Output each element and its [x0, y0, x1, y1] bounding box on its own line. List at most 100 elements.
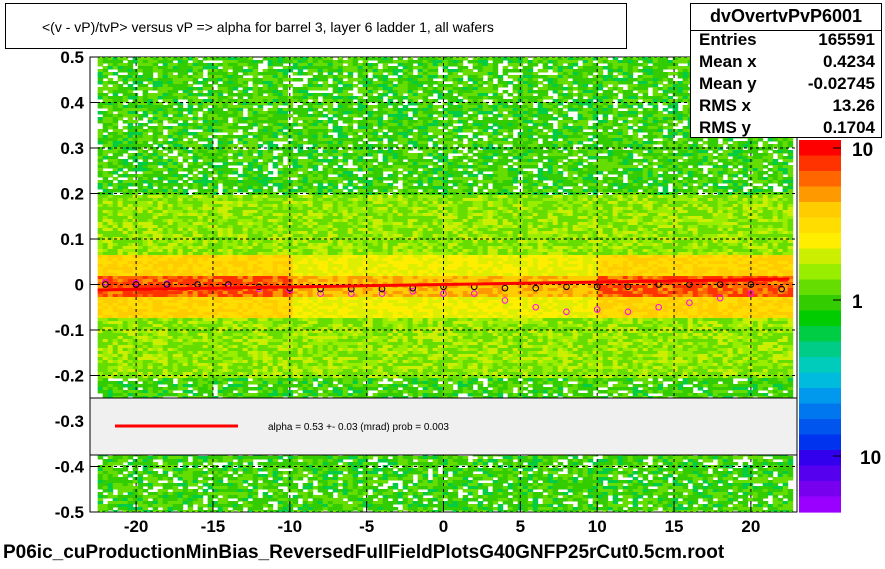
- heatmap-cell: [98, 168, 104, 172]
- heatmap-cell: [473, 123, 479, 127]
- heatmap-cell: [148, 111, 154, 115]
- heatmap-cell: [308, 132, 314, 136]
- heatmap-cell: [273, 63, 279, 67]
- heatmap-cell: [543, 108, 549, 112]
- heatmap-cell: [133, 138, 139, 142]
- heatmap-cell: [603, 57, 609, 61]
- heatmap-cell: [273, 114, 279, 118]
- heatmap-cell: [138, 132, 144, 136]
- heatmap-cell: [453, 129, 459, 133]
- heatmap-cell: [398, 75, 404, 79]
- heatmap-cell: [163, 189, 169, 193]
- heatmap-cell: [318, 132, 324, 136]
- heatmap-cell: [253, 75, 259, 79]
- heatmap-cell: [198, 108, 204, 112]
- heatmap-cell: [338, 75, 344, 79]
- heatmap-cell: [558, 63, 564, 67]
- heatmap-cell: [673, 117, 679, 121]
- heatmap-cell: [118, 63, 124, 67]
- heatmap-cell: [513, 141, 519, 145]
- heatmap-cell: [418, 180, 424, 184]
- heatmap-cell: [323, 108, 329, 112]
- heatmap-cell: [98, 90, 104, 94]
- heatmap-cell: [238, 180, 244, 184]
- heatmap-cell: [238, 63, 244, 67]
- heatmap-cell: [508, 114, 514, 118]
- heatmap-cell: [513, 84, 519, 88]
- heatmap-cell: [628, 114, 634, 118]
- heatmap-cell: [323, 81, 329, 85]
- heatmap-cell: [368, 159, 374, 163]
- heatmap-cell: [363, 120, 369, 124]
- heatmap-cell: [143, 99, 149, 103]
- heatmap-cell: [588, 144, 594, 148]
- heatmap-cell: [583, 132, 589, 136]
- heatmap-cell: [563, 105, 569, 109]
- heatmap-cell: [173, 117, 179, 121]
- heatmap-cell: [483, 180, 489, 184]
- heatmap-cell: [393, 105, 399, 109]
- heatmap-cell: [433, 75, 439, 79]
- heatmap-cell: [653, 87, 659, 91]
- heatmap-cell: [588, 108, 594, 112]
- heatmap-cell: [213, 114, 219, 118]
- heatmap-cell: [213, 180, 219, 184]
- heatmap-cell: [343, 144, 349, 148]
- heatmap-cell: [648, 162, 654, 166]
- heatmap-cell: [383, 156, 389, 160]
- heatmap-cell: [213, 57, 219, 61]
- heatmap-cell: [278, 129, 284, 133]
- heatmap-cell: [373, 117, 379, 121]
- heatmap-cell: [438, 132, 444, 136]
- heatmap-cell: [283, 138, 289, 142]
- heatmap-cell: [433, 60, 439, 64]
- heatmap-cell: [233, 180, 239, 184]
- heatmap-cell: [218, 69, 224, 73]
- heatmap-cell: [298, 57, 304, 61]
- heatmap-cell: [368, 138, 374, 142]
- heatmap-cell: [488, 66, 494, 70]
- heatmap-cell: [723, 186, 729, 190]
- heatmap-cell: [468, 72, 474, 76]
- heatmap-cell: [668, 153, 674, 157]
- heatmap-cell: [223, 120, 229, 124]
- heatmap-cell: [598, 165, 604, 169]
- heatmap-cell: [623, 105, 629, 109]
- heatmap-cell: [368, 165, 374, 169]
- heatmap-cell: [283, 177, 289, 181]
- heatmap-cell: [208, 174, 214, 178]
- heatmap-cell: [418, 129, 424, 133]
- heatmap-cell: [403, 123, 409, 127]
- heatmap-cell: [648, 135, 654, 139]
- heatmap-cell: [488, 72, 494, 76]
- heatmap-cell: [778, 183, 784, 187]
- heatmap-cell: [218, 174, 224, 178]
- heatmap-cell: [268, 138, 274, 142]
- heatmap-cell: [458, 105, 464, 109]
- heatmap-cell: [568, 81, 574, 85]
- heatmap-cell: [363, 162, 369, 166]
- heatmap-cell: [283, 69, 289, 73]
- heatmap-cell: [568, 66, 574, 70]
- heatmap-cell: [483, 111, 489, 115]
- heatmap-cell: [218, 114, 224, 118]
- heatmap-cell: [733, 183, 739, 187]
- heatmap-cell: [638, 69, 644, 73]
- heatmap-cell: [303, 99, 309, 103]
- heatmap-cell: [643, 99, 649, 103]
- heatmap-cell: [733, 153, 739, 157]
- heatmap-cell: [113, 114, 119, 118]
- heatmap-cell: [378, 105, 384, 109]
- heatmap-cell: [253, 63, 259, 67]
- heatmap-cell: [308, 177, 314, 181]
- heatmap-cell: [533, 111, 539, 115]
- heatmap-cell: [658, 111, 664, 115]
- heatmap-cell: [758, 162, 764, 166]
- heatmap-cell: [208, 78, 214, 82]
- heatmap-cell: [113, 57, 119, 61]
- heatmap-cell: [658, 66, 664, 70]
- heatmap-cell: [153, 93, 159, 97]
- heatmap-cell: [713, 186, 719, 190]
- heatmap-cell: [188, 177, 194, 181]
- heatmap-cell: [438, 156, 444, 160]
